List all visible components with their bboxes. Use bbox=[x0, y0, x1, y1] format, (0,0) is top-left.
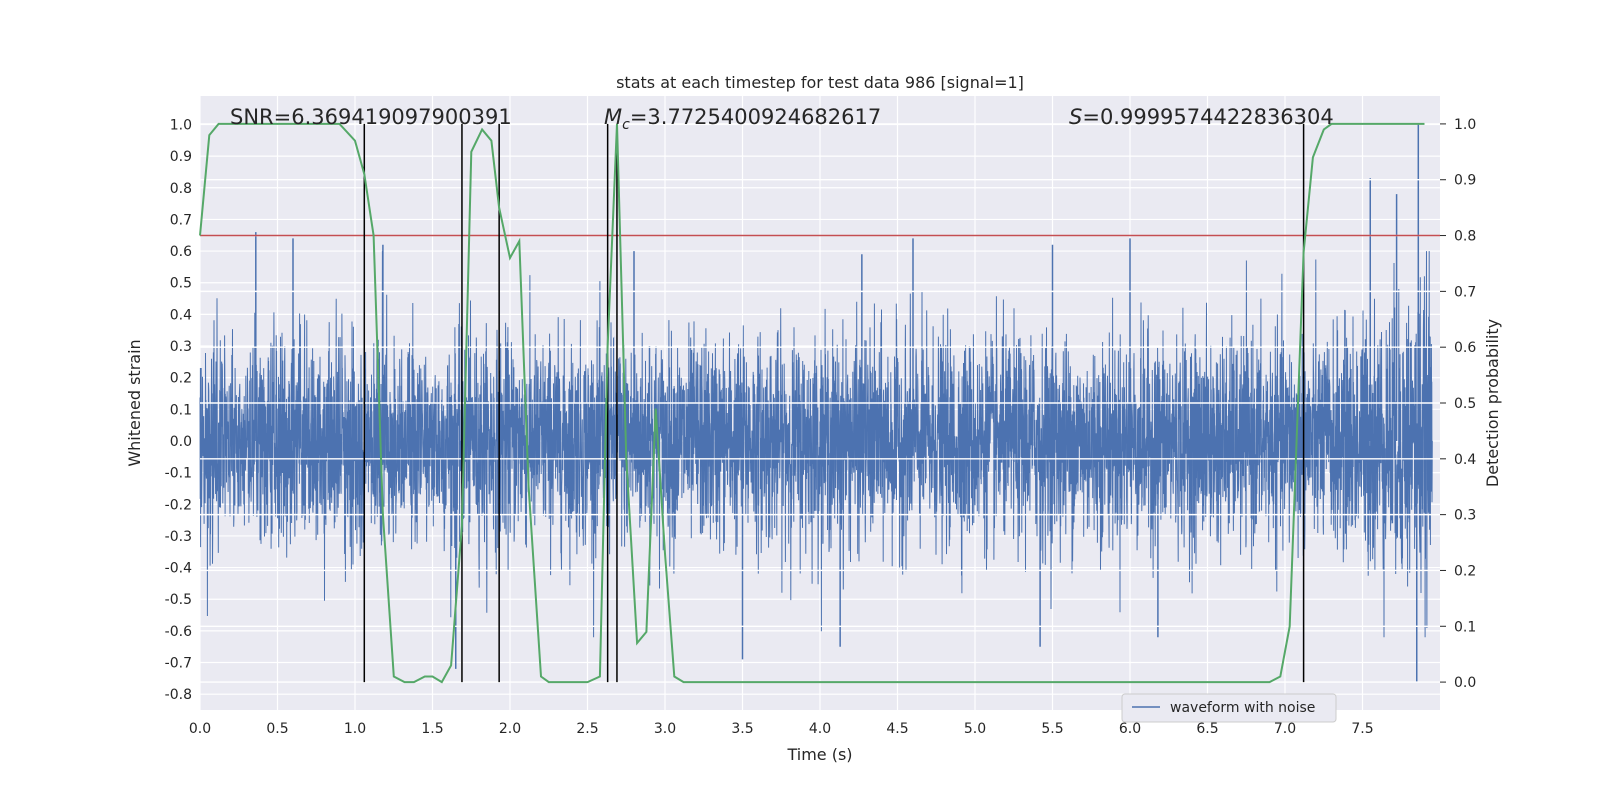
y-tick-label: 1.0 bbox=[170, 117, 192, 133]
y-axis-right-label: Detection probability bbox=[1483, 319, 1502, 487]
snr-annotation: SNR=6.369419097900391 bbox=[230, 105, 512, 129]
y-tick-label: 0.8 bbox=[170, 181, 192, 197]
y-tick-label: -0.5 bbox=[165, 592, 192, 608]
x-tick-label: 3.5 bbox=[731, 721, 753, 737]
x-tick-label: 6.0 bbox=[1119, 721, 1141, 737]
y-right-tick-label: 0.3 bbox=[1454, 508, 1476, 524]
y-tick-label: 0.7 bbox=[170, 212, 192, 228]
x-tick-label: 7.0 bbox=[1274, 721, 1296, 737]
y-tick-label: -0.8 bbox=[165, 687, 192, 703]
y-right-tick-label: 0.8 bbox=[1454, 229, 1476, 245]
y-tick-label: 0.5 bbox=[170, 276, 192, 292]
x-tick-label: 4.0 bbox=[809, 721, 831, 737]
x-tick-label: 5.5 bbox=[1041, 721, 1063, 737]
waveform-line bbox=[199, 251, 1433, 638]
y-right-tick-label: 0.6 bbox=[1454, 340, 1476, 356]
y-right-tick-label: 1.0 bbox=[1454, 117, 1476, 133]
waveform-layer bbox=[199, 124, 1433, 682]
y-right-tick-label: 0.9 bbox=[1454, 173, 1476, 189]
x-tick-label: 2.5 bbox=[576, 721, 598, 737]
y-tick-label: 0.3 bbox=[170, 339, 192, 355]
x-tick-label: 0.0 bbox=[189, 721, 211, 737]
y-tick-label: 0.6 bbox=[170, 244, 192, 260]
y-tick-label: -0.1 bbox=[165, 466, 192, 482]
y-tick-label: 0.1 bbox=[170, 402, 192, 418]
y-tick-label: 0.0 bbox=[170, 434, 192, 450]
detection-probability-line bbox=[199, 122, 1425, 684]
x-tick-label: 2.0 bbox=[499, 721, 521, 737]
legend-box bbox=[1121, 693, 1337, 723]
chirp-mass-annotation: Mc=3.7725400924682617 bbox=[604, 105, 881, 133]
x-tick-label: 5.0 bbox=[964, 721, 986, 737]
x-tick-label: 4.5 bbox=[886, 721, 908, 737]
x-tick-label: 3.0 bbox=[654, 721, 676, 737]
y-tick-label: -0.2 bbox=[165, 497, 192, 513]
legend: waveform with noise bbox=[1121, 693, 1337, 723]
s-annotation: S=0.9999574422836304 bbox=[1069, 105, 1334, 129]
y-tick-label: -0.7 bbox=[165, 656, 192, 672]
y-tick-label: -0.6 bbox=[165, 624, 192, 640]
y-right-tick-label: 0.2 bbox=[1454, 563, 1476, 579]
legend-label: waveform with noise bbox=[1170, 700, 1315, 716]
y-right-tick-label: 0.0 bbox=[1454, 675, 1476, 691]
x-axis-label: Time (s) bbox=[786, 745, 852, 764]
y-tick-label: -0.4 bbox=[165, 561, 192, 577]
y-tick-label: -0.3 bbox=[165, 529, 192, 545]
y-right-tick-label: 0.4 bbox=[1454, 452, 1476, 468]
x-tick-label: 1.0 bbox=[344, 721, 366, 737]
y-axis-label: Whitened strain bbox=[125, 339, 144, 466]
y-right-tick-label: 0.7 bbox=[1454, 284, 1476, 300]
tick-layer: 0.0 0.5 1.0 1.5 2.0 2.5 3.0 3.5 4.0 4.5 5.0 5.5 6.0 6… bbox=[165, 117, 1477, 737]
y-right-tick-label: 0.1 bbox=[1454, 619, 1476, 635]
x-tick-label: 7.5 bbox=[1351, 721, 1373, 737]
x-tick-label: 6.5 bbox=[1196, 721, 1218, 737]
y-tick-label: 0.2 bbox=[170, 371, 192, 387]
x-tick-label: 1.5 bbox=[421, 721, 443, 737]
y-tick-label: 0.4 bbox=[170, 307, 192, 323]
probability-layer bbox=[199, 122, 1440, 684]
x-tick-label: 0.5 bbox=[266, 721, 288, 737]
y-right-tick-label: 0.5 bbox=[1454, 396, 1476, 412]
y-tick-label: 0.9 bbox=[170, 149, 192, 165]
chart-title: stats at each timestep for test data 986… bbox=[616, 73, 1024, 92]
